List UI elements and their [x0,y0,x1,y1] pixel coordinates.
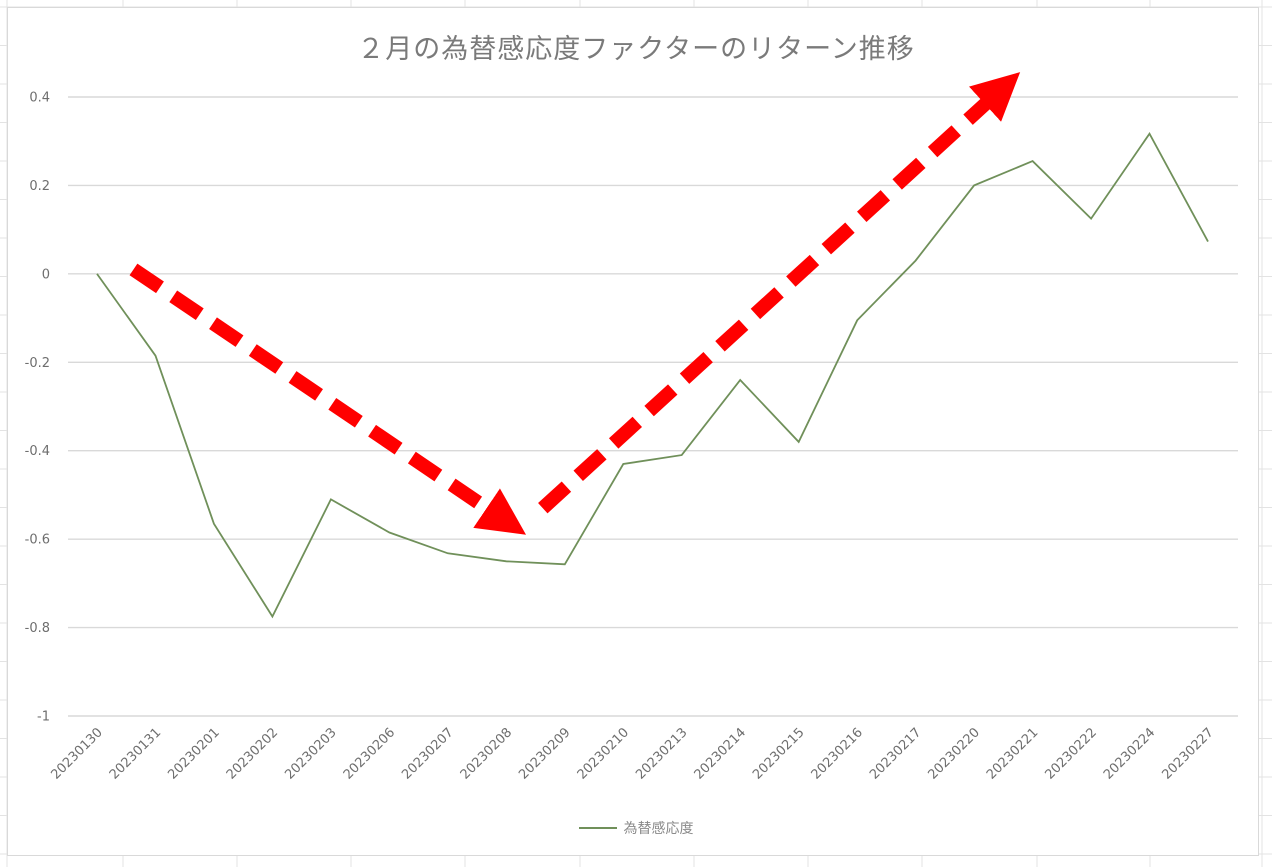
uptrend-arrow-icon [538,72,1021,514]
y-axis-labels: 0.4 0.2 0 -0.2 -0.4 -0.6 -0.8 -1 [25,91,50,725]
x-tick-label: 20230202 [224,725,281,782]
legend-label: 為替感応度 [623,821,694,837]
y-tick-label: -1 [37,710,50,725]
chart-title: ２月の為替感応度ファクターのリターン推移 [357,34,915,65]
x-tick-label: 20230221 [984,725,1041,782]
legend[interactable]: 為替感応度 [0,818,1272,838]
series-line[interactable] [96,131,1209,619]
x-tick-label: 20230201 [165,725,222,782]
x-tick-label: 20230214 [692,725,749,782]
x-tick-label: 20230216 [809,725,866,782]
series-lines [96,131,1209,619]
y-tick-label: 0 [42,267,50,282]
x-tick-label: 20230224 [1101,725,1158,782]
gridlines [68,96,1238,717]
downtrend-arrow-icon [129,263,527,535]
annotation-arrows [129,72,1021,535]
y-tick-label: -0.8 [25,621,50,636]
x-tick-label: 20230227 [1159,725,1216,782]
x-tick-label: 20230208 [458,725,515,782]
x-tick-label: 20230222 [1042,725,1099,782]
x-tick-label: 20230209 [516,725,573,782]
y-tick-label: 0.2 [29,179,50,194]
x-tick-label: 20230217 [867,725,924,782]
x-tick-label: 20230207 [399,725,456,782]
x-tick-label: 20230213 [633,725,690,782]
y-tick-label: -0.2 [25,356,50,371]
x-tick-label: 20230210 [575,725,632,782]
x-tick-label: 20230206 [341,725,398,782]
x-tick-label: 20230215 [750,725,807,782]
x-axis-labels: 20230130 20230131 20230201 20230202 20230203… [48,725,1216,782]
y-tick-label: 0.4 [29,91,50,106]
x-tick-label: 20230131 [107,725,164,782]
x-tick-label: 20230130 [48,725,105,782]
x-tick-label: 20230220 [926,725,983,782]
x-tick-label: 20230203 [282,725,339,782]
y-tick-label: -0.6 [25,533,50,548]
legend-swatch [578,827,617,829]
y-tick-label: -0.4 [25,444,50,459]
